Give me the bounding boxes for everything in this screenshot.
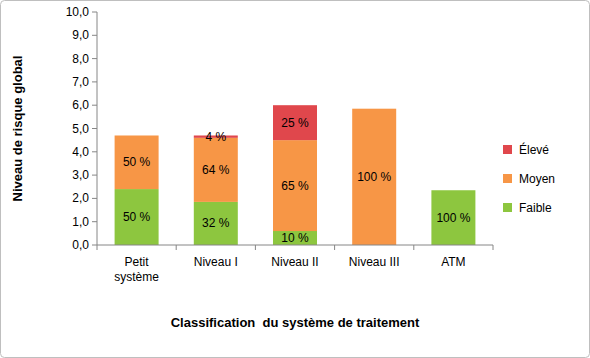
- x-tick-label: Niveau I: [194, 255, 238, 269]
- legend-label: Moyen: [519, 172, 555, 186]
- y-tick: [92, 35, 97, 36]
- share-label: 32 %: [202, 216, 230, 230]
- share-label: 65 %: [281, 179, 309, 193]
- bar-segment: [273, 140, 317, 231]
- x-tick-label: Petitsystème: [114, 255, 159, 284]
- x-tick-label: ATM: [441, 255, 465, 269]
- share-label: 25 %: [281, 116, 309, 130]
- chart: 0,0 1,0 2,0 3,0 4,0 5,0 6,0 7,0 8,0 9,0 10,0 50 % 32…: [0, 0, 590, 358]
- share-label: 100 %: [357, 170, 391, 184]
- legend-label: Élevé: [519, 142, 549, 157]
- legend-swatch: [503, 174, 512, 183]
- y-tick-label: 1,0: [72, 215, 89, 229]
- legend: Élevé Moyen Faible: [503, 142, 555, 215]
- bar-segment: [115, 189, 159, 245]
- bar-segment: [273, 231, 317, 245]
- bars: [115, 105, 476, 245]
- y-axis-title: Niveau de risque global: [10, 56, 25, 202]
- share-label: 4 %: [205, 130, 226, 144]
- y-tick-label: 9,0: [72, 28, 89, 42]
- legend-label: Faible: [519, 201, 552, 215]
- y-tick-label: 7,0: [72, 75, 89, 89]
- bar-segment: [352, 109, 396, 245]
- bar-segment: [273, 105, 317, 140]
- bar-segment: [194, 138, 238, 202]
- y-tick: [92, 151, 97, 152]
- bar-segment: [194, 202, 238, 245]
- x-tick: [97, 245, 98, 250]
- share-label: 50 %: [123, 210, 151, 224]
- y-tick-label: 3,0: [72, 168, 89, 182]
- y-tick-label: 2,0: [72, 191, 89, 205]
- y-tick: [92, 128, 97, 129]
- share-label: 64 %: [202, 163, 230, 177]
- x-tick: [493, 245, 494, 250]
- bar-segment: [431, 190, 475, 245]
- y-tick: [92, 81, 97, 82]
- x-tick: [334, 245, 335, 250]
- bar-segment: [115, 135, 159, 189]
- y-tick: [92, 175, 97, 176]
- legend-swatch: [503, 145, 512, 154]
- x-tick-label: Niveau II: [271, 255, 318, 269]
- x-tick-label: Niveau III: [349, 255, 400, 269]
- x-tick: [255, 245, 256, 250]
- y-tick: [92, 58, 97, 59]
- x-tick: [413, 245, 414, 250]
- y-tick: [92, 245, 97, 246]
- y-tick: [92, 105, 97, 106]
- share-label: 100 %: [436, 211, 470, 225]
- y-tick: [92, 12, 97, 13]
- share-label: 10 %: [281, 231, 309, 245]
- y-tick-label: 10,0: [66, 5, 90, 19]
- x-axis-title: Classification du système de traitement: [171, 315, 420, 330]
- y-tick-label: 4,0: [72, 145, 89, 159]
- legend-swatch: [503, 203, 512, 212]
- y-tick-label: 8,0: [72, 52, 89, 66]
- y-tick-label: 6,0: [72, 98, 89, 112]
- y-tick: [92, 221, 97, 222]
- y-tick: [92, 198, 97, 199]
- share-label: 50 %: [123, 155, 151, 169]
- x-tick: [176, 245, 177, 250]
- chart-border: [1, 1, 590, 358]
- y-tick-label: 0,0: [72, 238, 89, 252]
- y-tick-label: 5,0: [72, 122, 89, 136]
